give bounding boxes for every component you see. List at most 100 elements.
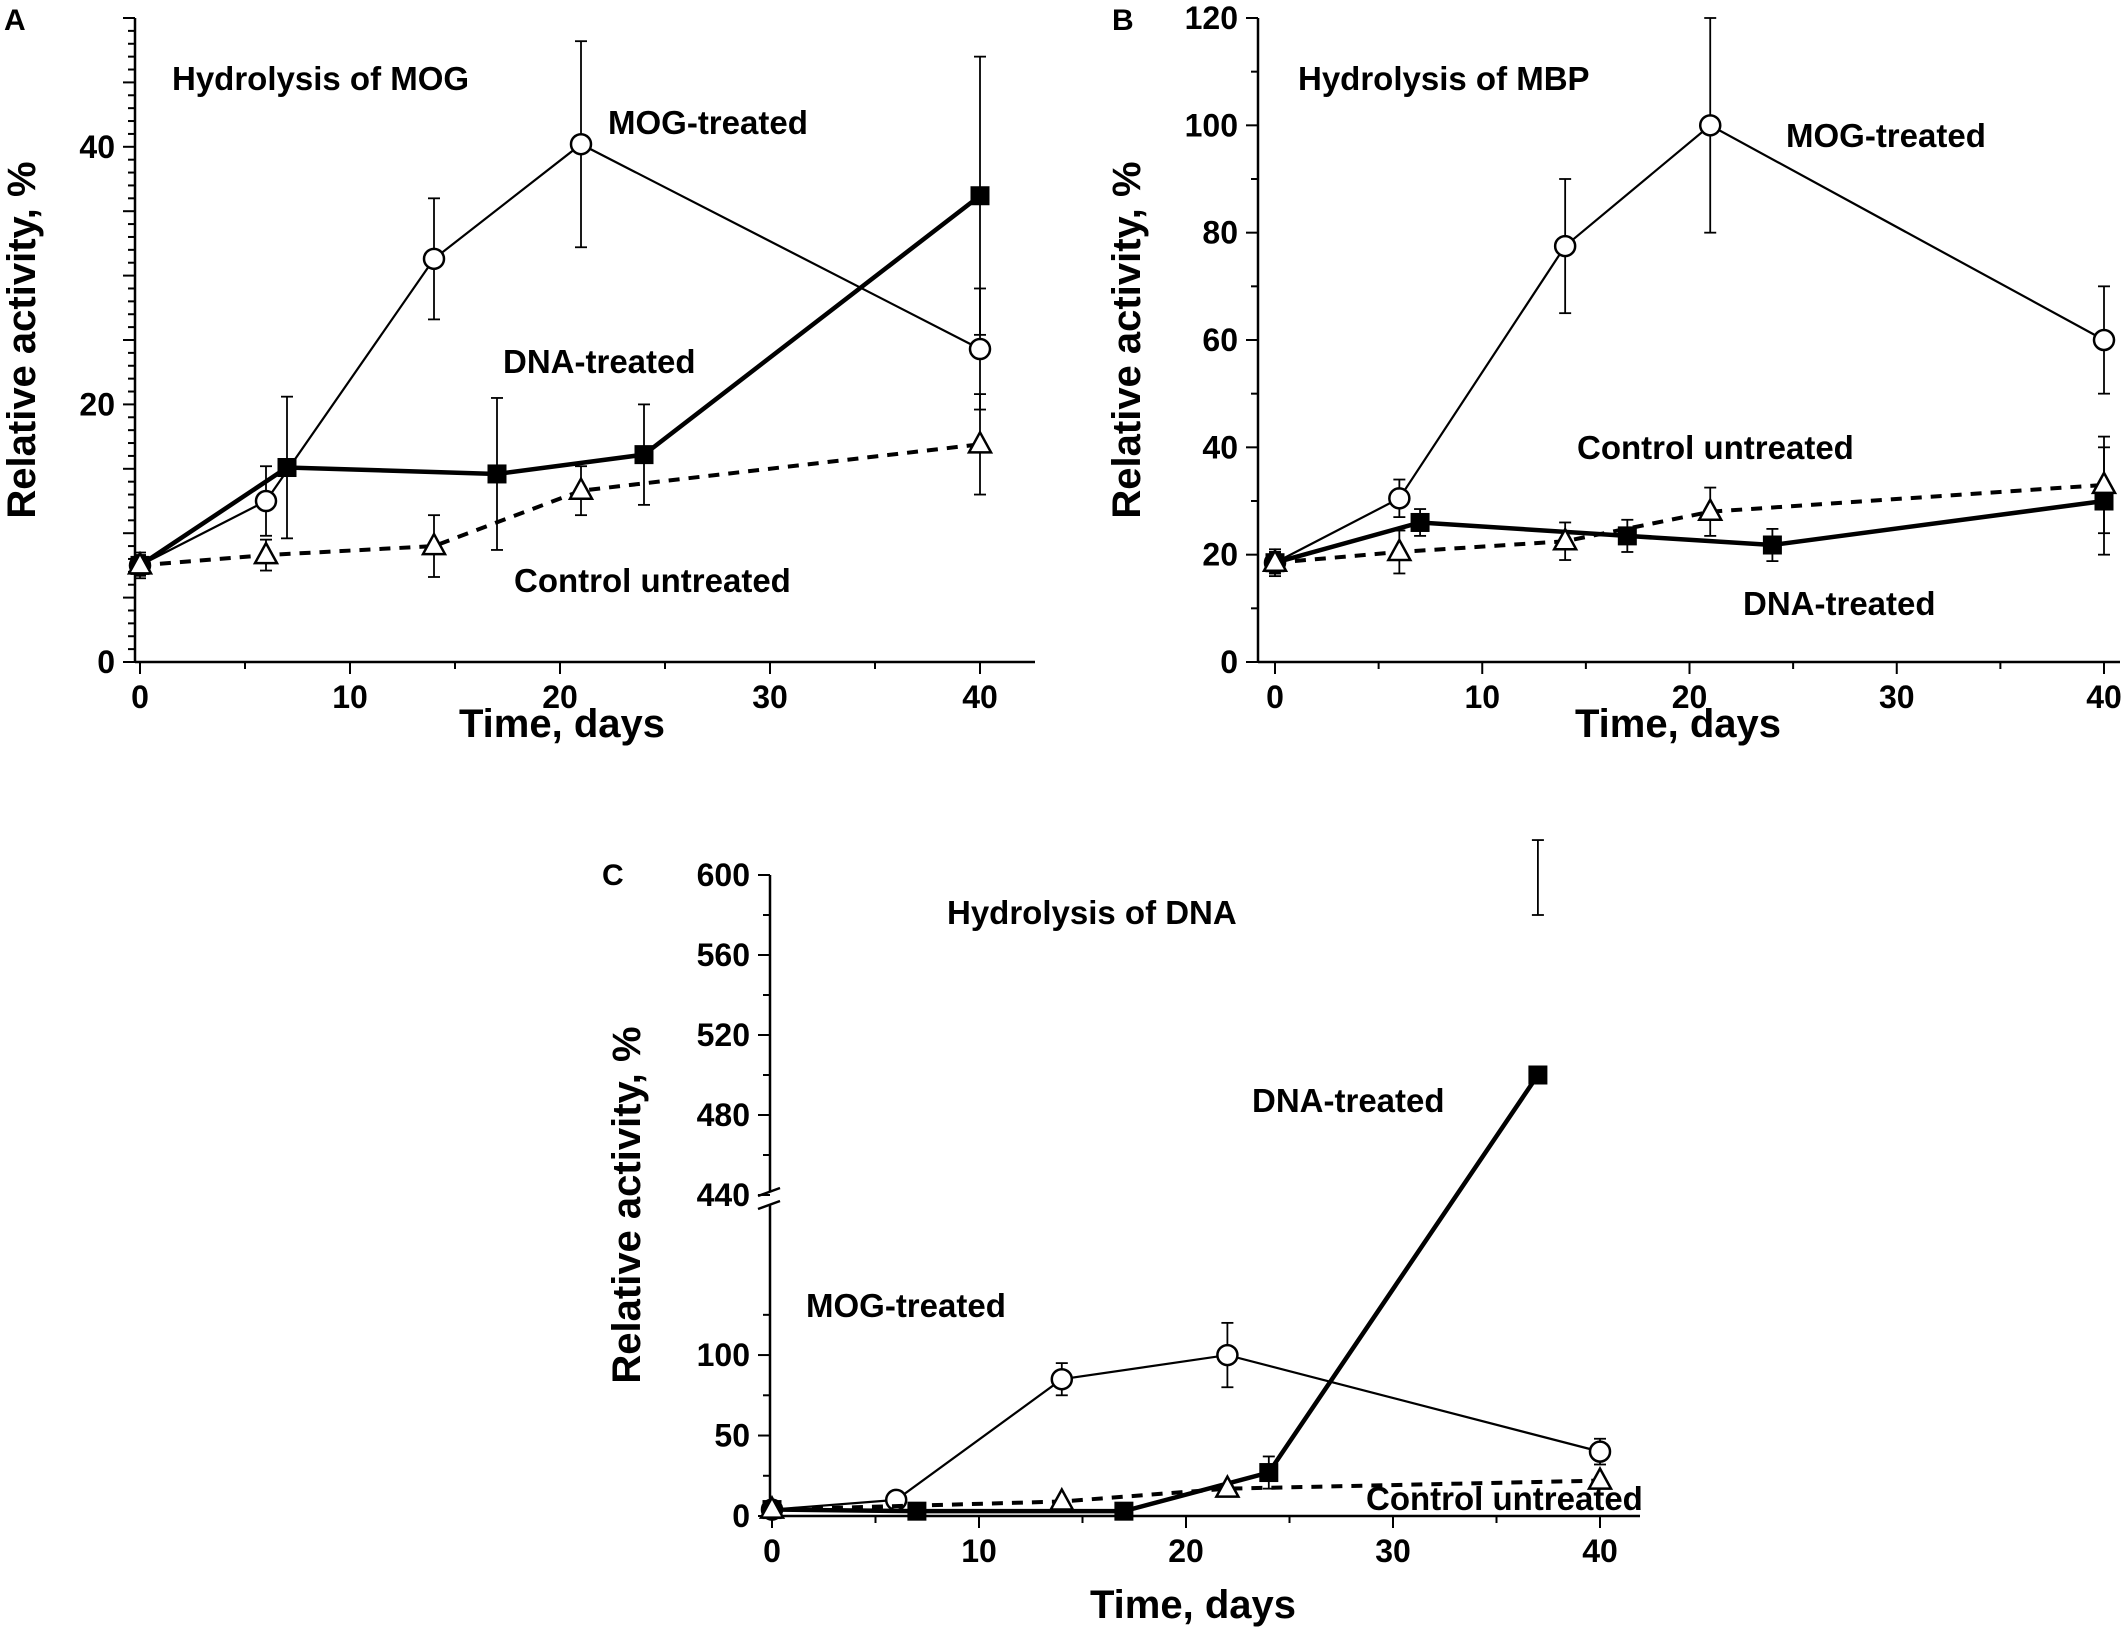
x-tick-label: 40 <box>1582 1533 1618 1569</box>
plot-title: Hydrolysis of MBP <box>1298 60 1590 97</box>
x-tick-label: 20 <box>1168 1533 1204 1569</box>
y-tick-label: 20 <box>79 386 115 422</box>
series-control-untreated <box>1261 435 2118 575</box>
data-point <box>1586 1465 1614 1490</box>
data-point <box>1214 1474 1241 1498</box>
y-tick-label: 50 <box>714 1418 750 1454</box>
series-annotation: Control untreated <box>1366 1480 1643 1517</box>
series-control-untreated <box>126 393 994 578</box>
panel-letter: A <box>4 4 26 37</box>
panel-b: B 0 10 20 30 40 0 20 40 60 80 100 120 Time, days Relat… <box>1105 0 2122 746</box>
data-point <box>1588 1440 1612 1463</box>
series-annotation: DNA-treated <box>1252 1082 1445 1119</box>
y-tick-label: 560 <box>697 937 750 973</box>
data-point <box>758 1494 786 1519</box>
x-tick-label: 0 <box>1266 679 1284 715</box>
data-point <box>1553 234 1577 258</box>
x-tick-label: 20 <box>542 679 578 715</box>
panel-c: C 0 10 20 30 40 0 50 100 440 480 520 560 600 Time, day… <box>602 839 1643 1627</box>
y-tick-label: 0 <box>732 1498 750 1534</box>
series-annotation: MOG-treated <box>1786 117 1986 154</box>
x-tick-label: 0 <box>763 1533 781 1569</box>
series-dna-treated <box>130 55 990 577</box>
y-tick-label: 20 <box>1202 537 1238 573</box>
y-tick-label: 0 <box>1220 644 1238 680</box>
panel-letter: B <box>1112 4 1134 37</box>
x-tick-label: 30 <box>1879 679 1915 715</box>
data-point <box>1114 1501 1134 1521</box>
data-point <box>567 476 595 500</box>
y-axis-title: Relative activity, % <box>0 161 44 518</box>
data-point <box>1528 1065 1548 1085</box>
data-point <box>2092 328 2116 352</box>
data-point <box>634 445 654 465</box>
x-tick-label: 30 <box>1375 1533 1411 1569</box>
data-point <box>1259 1463 1279 1483</box>
y-axis-title: Relative activity, % <box>605 1026 649 1383</box>
x-tick-label: 40 <box>2086 679 2122 715</box>
y-tick-label: 40 <box>1202 429 1238 465</box>
series-annotation: Control untreated <box>1577 429 1854 466</box>
data-point <box>1386 537 1413 562</box>
data-point <box>569 132 593 156</box>
x-axis-title: Time, days <box>459 702 665 746</box>
data-point <box>252 540 280 565</box>
data-point <box>126 550 154 575</box>
series-annotation: MOG-treated <box>806 1287 1006 1324</box>
data-point <box>1552 526 1579 551</box>
data-point <box>254 489 278 513</box>
series-line <box>139 442 981 568</box>
x-tick-label: 0 <box>131 679 149 715</box>
series-mog-treated <box>1263 17 2116 578</box>
data-point <box>420 531 448 556</box>
data-point <box>422 247 446 271</box>
plot-title: Hydrolysis of MOG <box>172 60 469 97</box>
x-tick-label: 30 <box>752 679 788 715</box>
y-tick-label: 520 <box>697 1017 750 1053</box>
y-tick-label: 40 <box>79 129 115 165</box>
data-point <box>1698 114 1722 137</box>
y-tick-label: 80 <box>1202 215 1238 251</box>
data-point <box>487 464 507 484</box>
y-tick-label: 120 <box>1185 0 1238 36</box>
series-annotation: Control untreated <box>514 562 791 599</box>
data-point <box>1216 1343 1239 1367</box>
series-annotation: DNA-treated <box>503 343 696 380</box>
data-point <box>2090 470 2118 495</box>
data-point <box>968 337 992 361</box>
x-tick-label: 10 <box>332 679 368 715</box>
series-dna-treated <box>762 839 1548 1521</box>
data-point <box>1050 1367 1074 1391</box>
series-annotation: MOG-treated <box>608 104 808 141</box>
y-tick-label: 600 <box>697 857 750 893</box>
x-tick-label: 10 <box>1464 679 1500 715</box>
data-point <box>966 429 994 454</box>
y-tick-label: 480 <box>697 1097 750 1133</box>
data-point <box>1410 512 1430 532</box>
series-line <box>771 1478 1601 1512</box>
y-tick-label: 440 <box>697 1177 750 1213</box>
series-control-untreated <box>758 1465 1614 1519</box>
panel-a: A 0 10 20 30 40 0 20 40 Time, days Relative activi… <box>0 4 1035 746</box>
x-tick-label: 20 <box>1672 679 1708 715</box>
data-point <box>277 458 297 478</box>
data-point <box>970 186 990 206</box>
x-axis-title: Time, days <box>1090 1583 1296 1627</box>
data-point <box>1388 487 1411 510</box>
plot-title: Hydrolysis of DNA <box>947 894 1237 931</box>
series-annotation: DNA-treated <box>1743 585 1936 622</box>
y-tick-label: 0 <box>97 644 115 680</box>
data-point <box>1048 1486 1075 1511</box>
x-tick-label: 10 <box>961 1533 997 1569</box>
x-axis-title: Time, days <box>1575 702 1781 746</box>
x-tick-label: 40 <box>962 679 998 715</box>
y-axis-title: Relative activity, % <box>1105 161 1149 518</box>
data-point <box>1762 535 1782 555</box>
axis-break-mark <box>757 1199 781 1211</box>
y-tick-label: 60 <box>1202 322 1238 358</box>
data-point <box>1697 497 1724 521</box>
y-tick-label: 100 <box>697 1337 750 1373</box>
y-tick-label: 100 <box>1185 107 1238 143</box>
data-point <box>1261 548 1289 572</box>
